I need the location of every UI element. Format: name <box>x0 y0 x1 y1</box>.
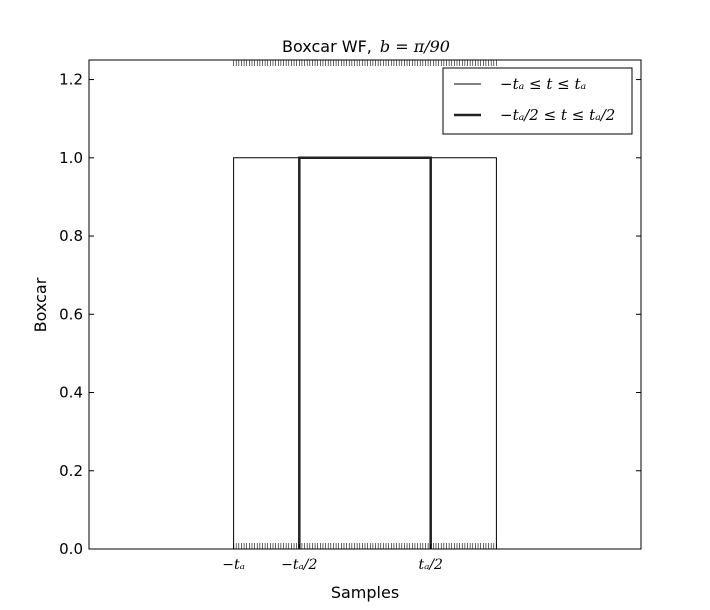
legend: −tₐ ≤ t ≤ tₐ −tₐ/2 ≤ t ≤ tₐ/2 <box>442 67 633 135</box>
y-tick-label: 0.0 <box>59 540 83 558</box>
series-lines <box>233 156 497 549</box>
y-tick-label: 1.0 <box>59 149 83 167</box>
y-tick-label: 0.2 <box>59 462 83 480</box>
legend-label-series-1: −tₐ ≤ t ≤ tₐ <box>500 75 586 93</box>
y-tick-label: 1.2 <box>59 71 83 89</box>
y-axis-ticks: 0.0 0.2 0.4 0.6 0.8 1.0 1.2 <box>59 71 641 558</box>
x-axis-label: Samples <box>331 583 399 602</box>
x-tick-label: −tₐ <box>222 557 245 573</box>
chart-title: Boxcar WF, b = π/90 <box>282 37 450 56</box>
x-tick-label: tₐ/2 <box>418 557 443 573</box>
y-tick-label: 0.4 <box>59 384 83 402</box>
y-tick-label: 0.6 <box>59 305 83 323</box>
y-tick-label: 0.8 <box>59 227 83 245</box>
legend-box <box>442 67 633 135</box>
rug-marks <box>233 60 497 549</box>
series-line-2 <box>298 156 432 549</box>
y-axis-label: Boxcar <box>31 277 50 332</box>
x-axis-ticks: −tₐ −tₐ/2 tₐ/2 <box>222 544 443 573</box>
x-tick-label: −tₐ/2 <box>281 557 317 573</box>
plot-area <box>88 59 642 550</box>
legend-label-series-2: −tₐ/2 ≤ t ≤ tₐ/2 <box>500 106 615 124</box>
